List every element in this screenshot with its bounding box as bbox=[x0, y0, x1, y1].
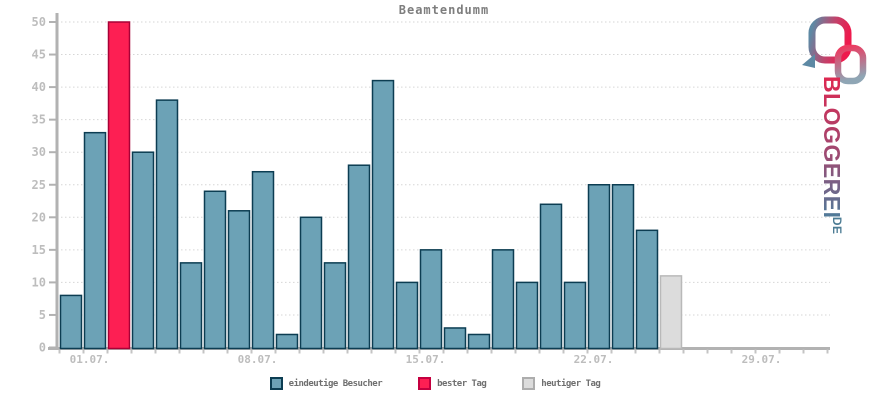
visitor-stats-widget: 0 5 10 15 20 25 30 35 40 45 50 01.07. 08.07. 15.07. 2… bbox=[32, 3, 870, 390]
legend-label-today: heutiger Tag bbox=[541, 378, 601, 389]
bar-visitors bbox=[371, 79, 395, 350]
legend-item-today: heutiger Tag bbox=[522, 377, 601, 390]
y-tick-label: 20 bbox=[32, 210, 46, 224]
bar-visitors bbox=[299, 216, 323, 350]
bar-visitors bbox=[275, 333, 299, 350]
chain-links-icon bbox=[802, 16, 867, 85]
x-axis-labels: 01.07. 08.07. 15.07. 22.07. 29.07. bbox=[70, 353, 782, 366]
legend-label-visitors: eindeutige Besucher bbox=[288, 378, 383, 389]
y-tick-label: 40 bbox=[32, 80, 46, 94]
bar-visitors bbox=[611, 184, 635, 350]
bar-visitors bbox=[443, 327, 467, 350]
gridlines bbox=[57, 21, 830, 316]
legend-swatch-best-day bbox=[418, 377, 432, 390]
bar-visitors bbox=[59, 294, 83, 350]
y-tick-label: 10 bbox=[32, 275, 46, 289]
bar-visitors bbox=[251, 170, 275, 350]
bar-visitors bbox=[563, 281, 587, 350]
bar-visitors bbox=[539, 203, 563, 350]
bar-today bbox=[659, 275, 683, 350]
y-axis-labels: 0 5 10 15 20 25 30 35 40 45 50 bbox=[32, 15, 46, 355]
bar-chart: 0 5 10 15 20 25 30 35 40 45 50 01.07. 08.07. 15.07. 2… bbox=[32, 3, 830, 366]
y-tick-label: 15 bbox=[32, 243, 46, 257]
bar-visitors bbox=[131, 151, 155, 350]
bar-visitors bbox=[395, 281, 419, 350]
y-tick-label: 30 bbox=[32, 145, 46, 159]
chart-title: Beamtendumm bbox=[399, 3, 489, 17]
legend-item-best-day: bester Tag bbox=[418, 377, 487, 390]
bar-visitors bbox=[227, 210, 251, 350]
y-tick-label: 45 bbox=[32, 48, 46, 62]
bar-visitors bbox=[203, 190, 227, 350]
y-tick-label: 0 bbox=[39, 341, 46, 355]
bloggerei-logo[interactable]: BLOGGEREI .DE bbox=[800, 12, 870, 244]
bars bbox=[59, 21, 683, 350]
y-tick-label: 35 bbox=[32, 113, 46, 127]
x-tick-label: 08.07. bbox=[238, 353, 278, 366]
bar-visitors bbox=[83, 131, 107, 350]
bar-visitors bbox=[179, 262, 203, 350]
bar-visitors bbox=[347, 164, 371, 350]
bar-visitors bbox=[515, 281, 539, 350]
x-tick-label: 01.07. bbox=[70, 353, 110, 366]
logo-wordmark: BLOGGEREI bbox=[819, 76, 845, 219]
x-tick-label: 29.07. bbox=[742, 353, 782, 366]
y-tick-label: 25 bbox=[32, 178, 46, 192]
bar-visitors bbox=[467, 333, 491, 350]
y-tick-label: 50 bbox=[32, 15, 46, 29]
legend: eindeutige Besucher bester Tag heutiger … bbox=[0, 377, 870, 390]
logo-tld: .DE bbox=[830, 213, 844, 235]
y-tick-label: 5 bbox=[39, 308, 46, 322]
bar-visitors bbox=[635, 229, 659, 350]
x-tick-label: 22.07. bbox=[574, 353, 614, 366]
bar-visitors bbox=[491, 249, 515, 350]
legend-item-visitors: eindeutige Besucher bbox=[269, 377, 383, 390]
legend-swatch-visitors bbox=[269, 377, 283, 390]
x-tick-label: 15.07. bbox=[406, 353, 446, 366]
legend-label-best-day: bester Tag bbox=[437, 378, 487, 389]
bubble-tail bbox=[802, 54, 815, 68]
bar-visitors bbox=[419, 249, 443, 350]
bar-visitors bbox=[323, 262, 347, 350]
legend-swatch-today bbox=[522, 377, 536, 390]
bar-visitors bbox=[587, 184, 611, 350]
bar-best-day bbox=[107, 21, 131, 350]
bar-visitors bbox=[155, 99, 179, 350]
